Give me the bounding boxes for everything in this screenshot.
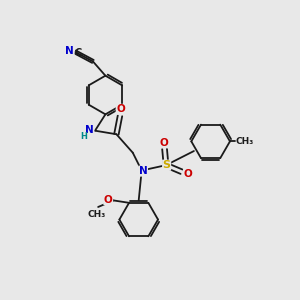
Text: S: S bbox=[163, 160, 171, 170]
Text: H: H bbox=[80, 131, 87, 140]
Text: N: N bbox=[85, 125, 94, 135]
Text: CH₃: CH₃ bbox=[236, 137, 254, 146]
Text: O: O bbox=[184, 169, 192, 179]
Text: C: C bbox=[74, 48, 82, 59]
Text: O: O bbox=[104, 194, 112, 205]
Text: O: O bbox=[160, 138, 168, 148]
Text: N: N bbox=[139, 166, 148, 176]
Text: O: O bbox=[116, 104, 125, 114]
Text: N: N bbox=[65, 46, 74, 56]
Text: CH₃: CH₃ bbox=[88, 210, 106, 219]
